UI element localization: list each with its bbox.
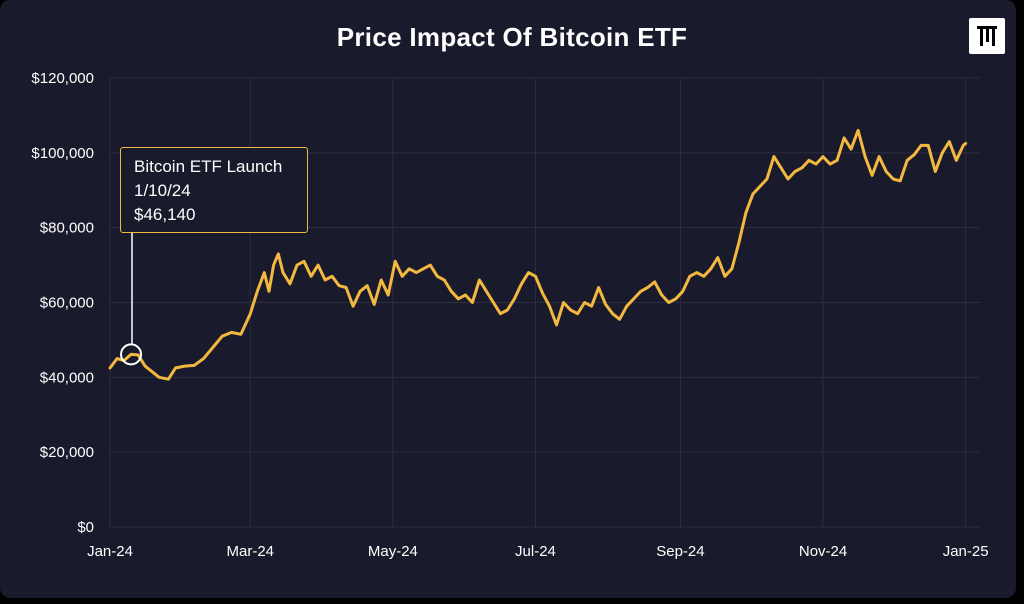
etf-launch-marker (120, 343, 143, 366)
chart-title: Price Impact Of Bitcoin ETF (336, 22, 688, 52)
y-tick-label: $40,000 (40, 369, 94, 386)
y-tick-label: $120,000 (31, 70, 94, 87)
x-tick-label: Sep-24 (656, 543, 704, 560)
etf-launch-callout: Bitcoin ETF Launch 1/10/24 $46,140 (120, 147, 308, 233)
x-tick-label: May-24 (368, 543, 418, 560)
y-tick-label: $80,000 (40, 220, 94, 237)
callout-date: 1/10/24 (134, 181, 191, 200)
x-tick-label: Mar-24 (227, 543, 275, 560)
y-tick-label: $60,000 (40, 295, 94, 312)
price-line (108, 128, 968, 381)
x-tick-label: Jan-25 (943, 543, 989, 560)
x-tick-label: Nov-24 (799, 543, 847, 560)
pi-logo-glyph (977, 26, 997, 46)
x-tick-label: Jul-24 (515, 543, 556, 560)
callout-price: $46,140 (134, 205, 196, 224)
x-axis: Jan-24 Mar-24 May-24 Jul-24 Sep-24 Nov-24 Jan-… (87, 543, 989, 560)
x-tick-label: Jan-24 (87, 543, 133, 560)
y-tick-label: $100,000 (31, 145, 94, 162)
pi-logo-icon (969, 18, 1005, 54)
y-tick-label: $20,000 (40, 444, 94, 461)
callout-title: Bitcoin ETF Launch (134, 157, 283, 176)
y-tick-label: $0 (77, 519, 94, 536)
y-axis: $0 $20,000 $40,000 $60,000 $80,000 $100,000 $1… (31, 70, 94, 536)
